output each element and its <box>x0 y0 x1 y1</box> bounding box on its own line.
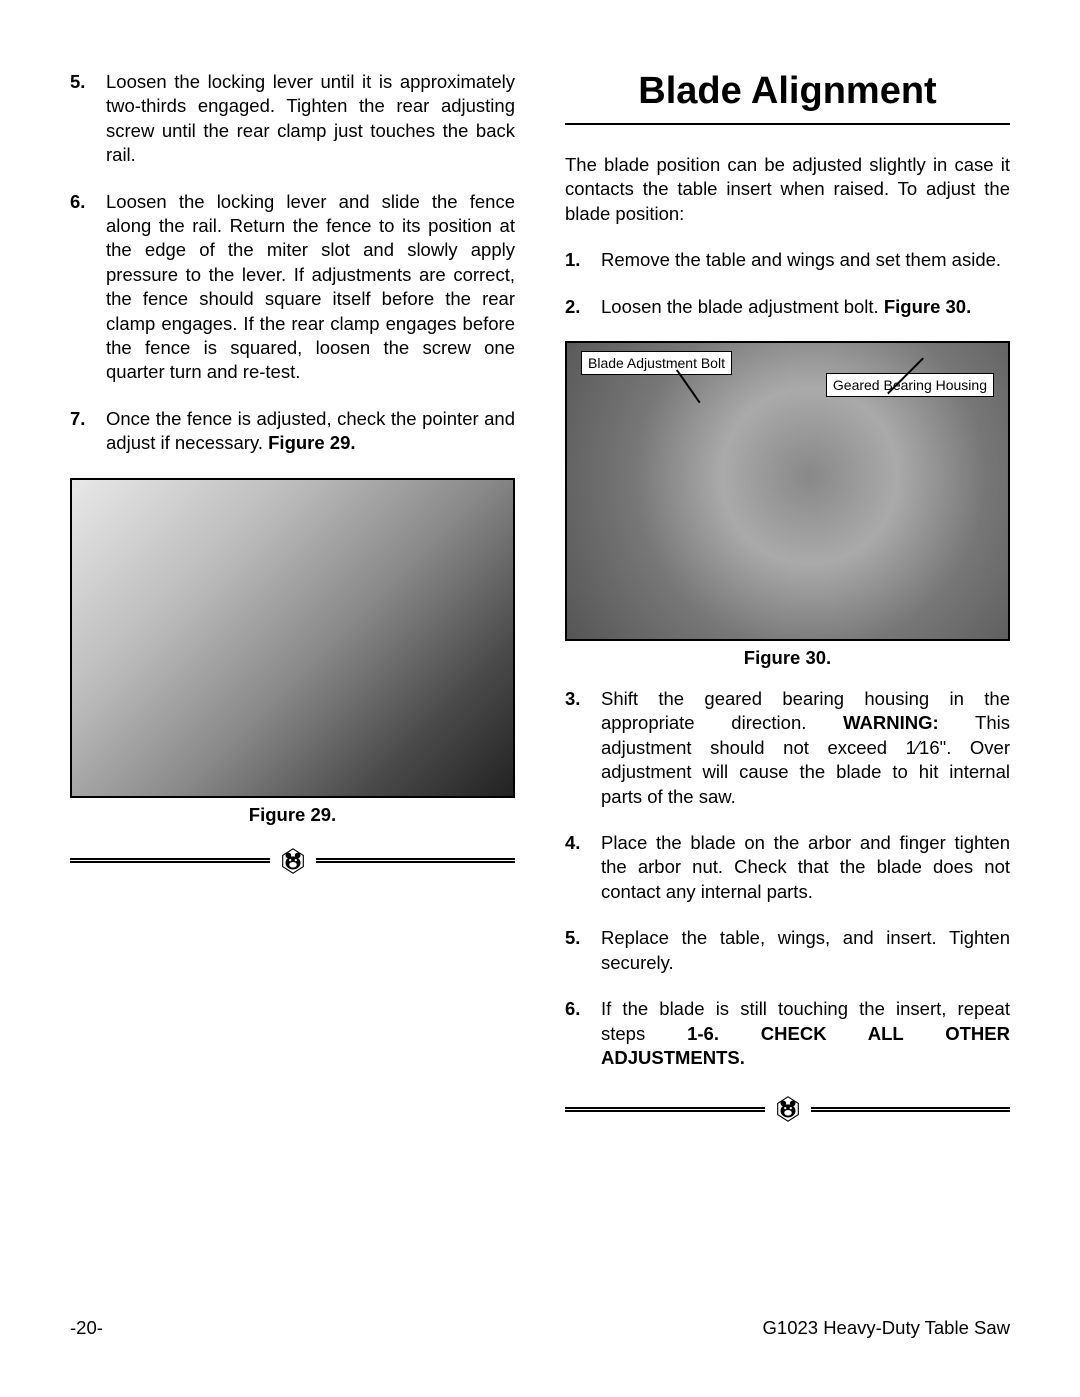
right-item-2: 2. Loosen the blade adjustment bolt. Fig… <box>565 295 1010 319</box>
figure-ref: Figure 29. <box>268 432 355 453</box>
divider-line <box>70 858 270 863</box>
bear-emblem-icon <box>276 844 310 878</box>
list-text: Once the fence is adjusted, check the po… <box>106 407 515 456</box>
page-footer: -20- G1023 Heavy-Duty Table Saw <box>70 1317 1010 1339</box>
left-item-5: 5. Loosen the locking lever until it is … <box>70 70 515 168</box>
list-number: 1. <box>565 248 601 272</box>
figure-29-caption: Figure 29. <box>70 804 515 826</box>
list-text: Loosen the blade adjustment bolt. Figure… <box>601 295 1010 319</box>
text-pre: Loosen the blade adjustment bolt. <box>601 296 884 317</box>
left-item-7: 7. Once the fence is adjusted, check the… <box>70 407 515 456</box>
list-text: Shift the geared bearing housing in the … <box>601 687 1010 809</box>
list-text: Loosen the locking lever until it is app… <box>106 70 515 168</box>
bear-emblem-icon <box>771 1092 805 1126</box>
warning-label: WARNING: <box>843 712 939 733</box>
figure-30-caption: Figure 30. <box>565 647 1010 669</box>
list-number: 5. <box>565 926 601 975</box>
list-number: 5. <box>70 70 106 168</box>
list-number: 6. <box>70 190 106 385</box>
list-text: If the blade is still touching the inser… <box>601 997 1010 1070</box>
divider-line <box>811 1107 1011 1112</box>
doc-title: G1023 Heavy-Duty Table Saw <box>763 1317 1010 1339</box>
title-rule <box>565 123 1010 125</box>
right-item-3: 3. Shift the geared bearing housing in t… <box>565 687 1010 809</box>
section-divider <box>70 844 515 878</box>
right-column: Blade Alignment The blade position can b… <box>565 70 1010 1138</box>
figure-29-photo <box>72 480 513 796</box>
page-body: 5. Loosen the locking lever until it is … <box>0 0 1080 1138</box>
section-divider <box>565 1092 1010 1126</box>
right-item-4: 4. Place the blade on the arbor and fing… <box>565 831 1010 904</box>
list-number: 6. <box>565 997 601 1070</box>
list-text: Place the blade on the arbor and finger … <box>601 831 1010 904</box>
list-text: Remove the table and wings and set them … <box>601 248 1010 272</box>
list-text: Loosen the locking lever and slide the f… <box>106 190 515 385</box>
right-item-6: 6. If the blade is still touching the in… <box>565 997 1010 1070</box>
divider-line <box>316 858 516 863</box>
figure-30-label-housing: Geared Bearing Housing <box>826 373 994 397</box>
list-text: Replace the table, wings, and insert. Ti… <box>601 926 1010 975</box>
figure-30: Blade Adjustment Bolt Geared Bearing Hou… <box>565 341 1010 641</box>
intro-text: The blade position can be adjusted sligh… <box>565 153 1010 226</box>
list-number: 3. <box>565 687 601 809</box>
list-number: 2. <box>565 295 601 319</box>
list-number: 7. <box>70 407 106 456</box>
list-number: 4. <box>565 831 601 904</box>
left-item-6: 6. Loosen the locking lever and slide th… <box>70 190 515 385</box>
section-title: Blade Alignment <box>565 70 1010 113</box>
figure-29 <box>70 478 515 798</box>
divider-line <box>565 1107 765 1112</box>
right-item-5: 5. Replace the table, wings, and insert.… <box>565 926 1010 975</box>
right-item-1: 1. Remove the table and wings and set th… <box>565 248 1010 272</box>
left-column: 5. Loosen the locking lever until it is … <box>70 70 515 1138</box>
figure-ref: Figure 30. <box>884 296 971 317</box>
figure-30-label-bolt: Blade Adjustment Bolt <box>581 351 732 375</box>
page-number: -20- <box>70 1317 103 1339</box>
